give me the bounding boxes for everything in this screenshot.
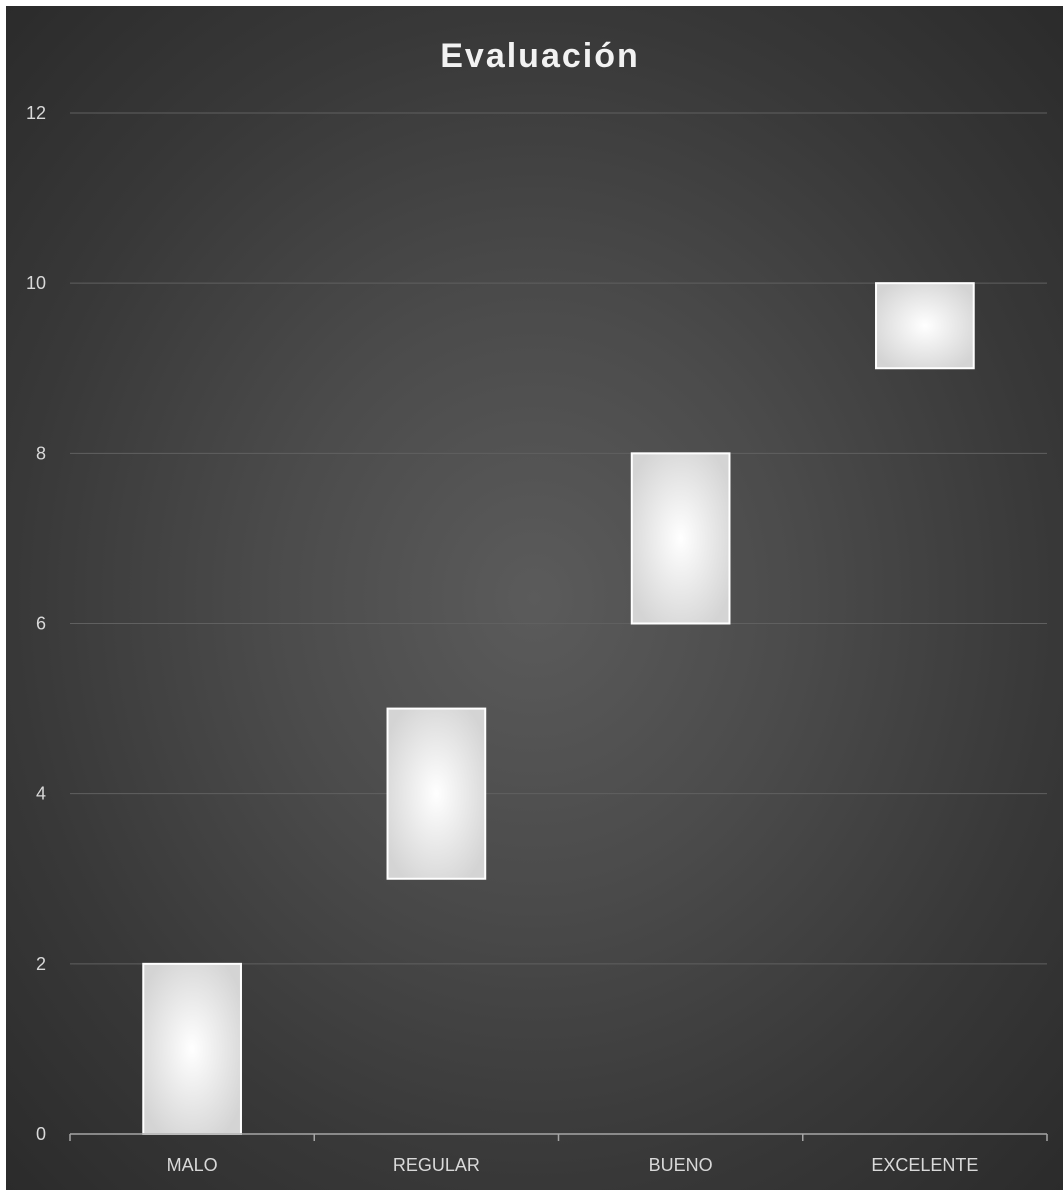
chart-title: Evaluación: [440, 37, 640, 75]
x-tick-label: REGULAR: [393, 1155, 480, 1175]
y-axis-ticks: 0 2 4 6 8 10 12: [26, 103, 46, 1144]
bar-regular: [386, 707, 487, 880]
bars: [142, 282, 975, 1135]
y-tick-label: 2: [36, 954, 46, 974]
y-tick-label: 4: [36, 784, 46, 804]
y-tick-label: 6: [36, 614, 46, 634]
y-tick-label: 0: [36, 1124, 46, 1144]
bar-bueno: [630, 452, 731, 625]
x-tick-label: EXCELENTE: [871, 1155, 978, 1175]
bar-excelente: [875, 282, 975, 370]
floating-bar-chart: Evaluación 0 2 4 6 8 10 12 MALO REGULAR BUENO EXC…: [26, 37, 1048, 1175]
y-tick-label: 12: [26, 103, 46, 123]
x-tick-label: BUENO: [649, 1155, 713, 1175]
y-tick-label: 8: [36, 443, 46, 463]
chart-area: Evaluación 0 2 4 6 8 10 12 MALO REGULAR BUENO EXC…: [6, 6, 1063, 1190]
x-axis: [69, 1133, 1048, 1141]
gridlines: [70, 112, 1047, 965]
bar-malo: [142, 962, 242, 1135]
x-tick-label: MALO: [167, 1155, 218, 1175]
x-axis-ticks: MALO REGULAR BUENO EXCELENTE: [167, 1155, 979, 1175]
y-tick-label: 10: [26, 273, 46, 293]
